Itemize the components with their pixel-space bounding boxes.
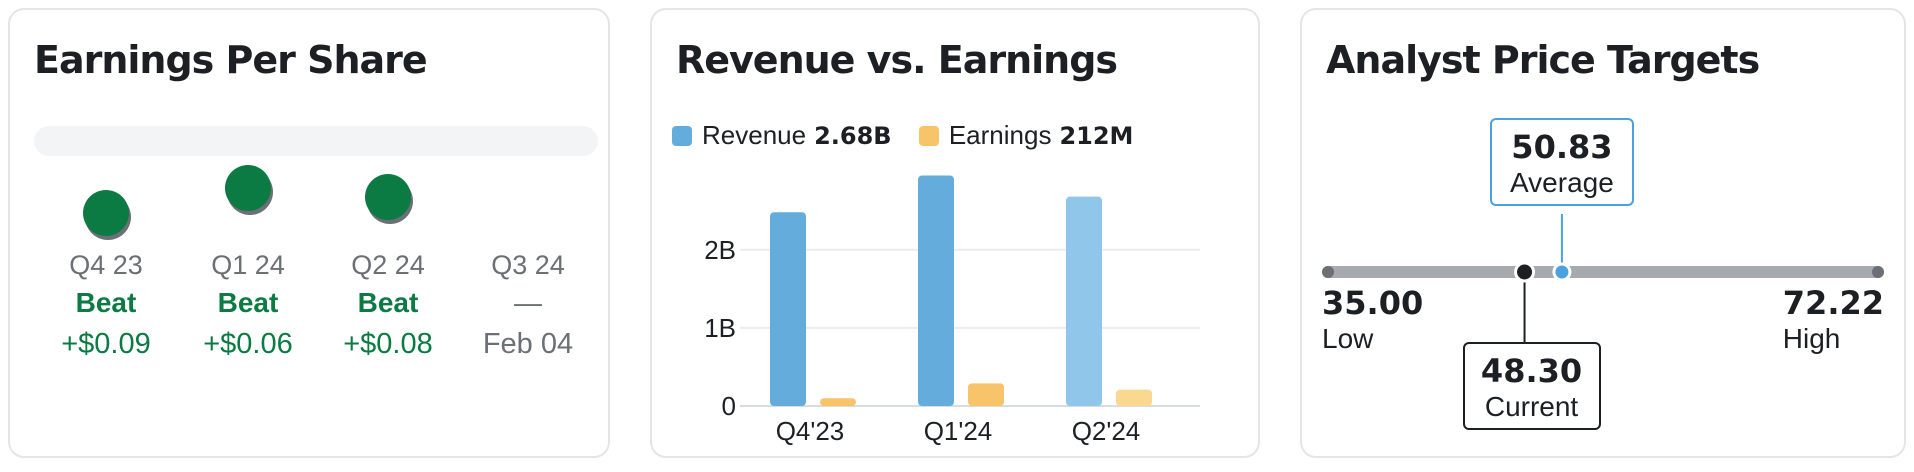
price-targets-card: Analyst Price Targets 50.83 Average 48.3… [1300,8,1906,458]
eps-quarter-label: Q4 23 [69,250,143,280]
legend-label: Revenue [702,120,807,150]
earnings-bar[interactable] [968,383,1004,406]
eps-surprise: +$0.06 [203,328,293,360]
x-tick-label: Q1'24 [924,416,993,446]
legend-item-earnings[interactable]: Earnings 212M [918,120,1134,151]
high-label: High [1782,323,1841,354]
targets-title: Analyst Price Targets [1326,38,1760,82]
revenue-earnings-chart: 0 1B 2B Q4'23 Q1'24 Q2'24 [704,175,1200,446]
legend-value: 212M [1059,122,1134,150]
low-value: 35.00 [1322,284,1424,322]
eps-report-date: Feb 04 [482,328,574,360]
revenue-swatch-icon [672,126,692,146]
current-marker-icon[interactable] [1514,261,1536,283]
price-range-track [1322,214,1884,344]
eps-result: Beat [217,287,279,318]
current-value: 48.30 [1480,352,1583,390]
legend-label: Earnings [948,120,1052,150]
legend-item-revenue[interactable]: Revenue 2.68B [672,120,892,151]
eps-title: Earnings Per Share [34,38,428,82]
eps-quarter-label: Q1 24 [211,250,285,280]
low-target: 35.00 Low [1322,284,1423,356]
revenue-title: Revenue vs. Earnings [676,38,1118,82]
low-label: Low [1322,323,1374,354]
eps-surprise: +$0.09 [61,328,151,360]
eps-quarter-label: Q2 24 [351,250,425,280]
y-tick-label: 1B [704,313,736,343]
current-label: Current [1484,391,1579,422]
x-tick-label: Q2'24 [1072,416,1141,446]
beat-dot-icon [365,174,411,220]
revenue-card: Revenue vs. Earnings Revenue 2.68B Earnin… [650,8,1260,458]
average-target-box[interactable]: 50.83 Average [1489,118,1634,206]
earnings-bar[interactable] [1116,389,1152,406]
eps-result: Beat [357,287,419,318]
eps-quarter-label: Q3 24 [491,250,565,280]
y-tick-label: 2B [704,235,736,265]
earnings-swatch-icon [918,126,939,146]
y-tick-label: 0 [722,391,736,421]
high-value: 72.22 [1782,284,1884,322]
high-target: 72.22 High [1783,284,1884,356]
beat-dot-icon [225,165,271,211]
high-marker-icon [1872,266,1884,278]
eps-result: — [514,287,542,318]
chart-legend: Revenue 2.68B Earnings 212M [672,120,1153,151]
eps-track [34,126,598,156]
revenue-bar[interactable] [918,175,954,406]
current-price-box[interactable]: 48.30 Current [1462,342,1601,430]
low-marker-icon [1322,266,1334,278]
average-label: Average [1510,167,1614,198]
eps-result: Beat [75,287,137,318]
average-value: 50.83 [1511,128,1613,166]
eps-card: Earnings Per Share Q4 23 Beat +$0.09 Q1 … [8,8,610,458]
x-tick-label: Q4'23 [776,416,845,446]
legend-value: 2.68B [814,122,892,150]
revenue-bar[interactable] [1066,196,1102,406]
average-marker-icon[interactable] [1552,262,1572,282]
earnings-bar[interactable] [820,398,856,406]
beat-dot-icon [83,190,129,236]
eps-surprise: +$0.08 [343,328,433,360]
revenue-bar[interactable] [770,212,806,406]
